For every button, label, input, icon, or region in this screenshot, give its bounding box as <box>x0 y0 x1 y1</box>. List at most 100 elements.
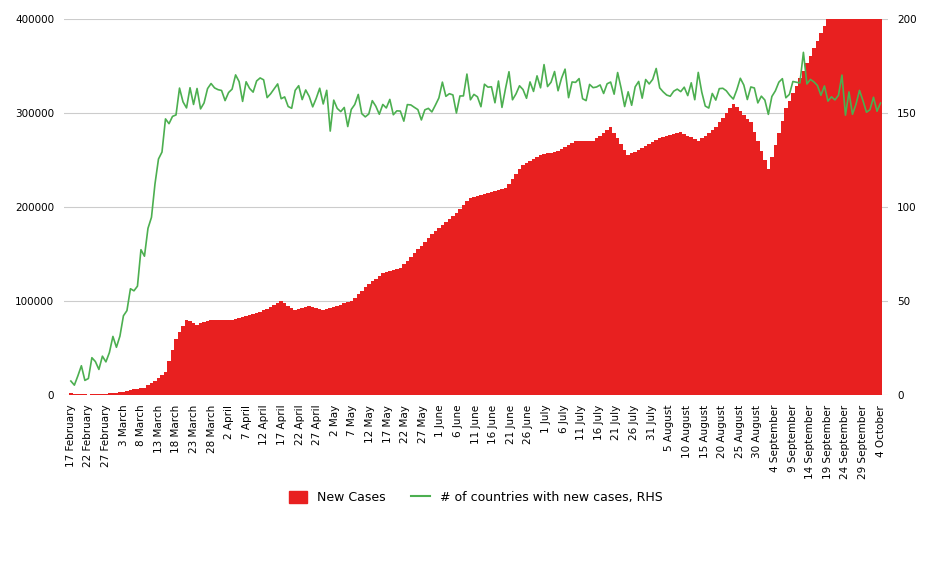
Bar <box>809 56 812 395</box>
Bar <box>584 141 588 395</box>
Bar <box>357 294 360 395</box>
Bar <box>300 308 304 395</box>
Bar <box>728 108 732 395</box>
Bar <box>101 394 104 395</box>
Bar <box>781 121 784 395</box>
Bar <box>795 86 798 395</box>
Bar <box>143 387 146 395</box>
Bar <box>254 313 258 395</box>
Bar <box>525 163 528 395</box>
Bar <box>97 394 101 395</box>
Bar <box>262 311 266 395</box>
Bar <box>178 332 181 395</box>
Bar <box>294 311 297 395</box>
Bar <box>816 41 819 395</box>
Bar <box>609 127 612 395</box>
Bar <box>283 304 286 395</box>
Bar <box>322 311 325 395</box>
Bar <box>626 156 630 395</box>
Bar <box>73 394 76 395</box>
Bar <box>752 132 756 395</box>
Bar <box>581 141 584 395</box>
Bar <box>503 188 507 395</box>
Bar <box>704 135 707 395</box>
Bar <box>374 278 377 395</box>
Bar <box>146 385 150 395</box>
Bar <box>79 394 83 395</box>
Bar <box>483 194 487 395</box>
Bar <box>798 78 802 395</box>
Bar <box>164 371 167 395</box>
Bar <box>433 231 437 395</box>
Bar <box>654 140 658 395</box>
Bar <box>238 318 240 395</box>
Bar <box>648 144 651 395</box>
Bar <box>682 134 686 395</box>
Bar <box>367 284 371 395</box>
Bar <box>423 242 427 395</box>
Bar <box>220 320 224 395</box>
Bar <box>167 360 171 395</box>
Bar <box>93 394 97 395</box>
Bar <box>535 157 539 395</box>
Bar <box>122 391 125 395</box>
Bar <box>325 309 328 395</box>
Bar <box>861 0 865 395</box>
Bar <box>724 113 728 395</box>
Bar <box>521 165 525 395</box>
Bar <box>280 301 283 395</box>
Bar <box>469 197 473 395</box>
Bar <box>437 228 441 395</box>
Bar <box>721 118 724 395</box>
Bar <box>381 273 385 395</box>
Bar <box>871 0 875 395</box>
Bar <box>742 115 746 395</box>
Bar <box>266 309 269 395</box>
Bar <box>546 153 549 395</box>
Bar <box>226 320 230 395</box>
Bar <box>528 161 532 395</box>
Bar <box>833 3 837 395</box>
Bar <box>774 145 777 395</box>
Bar <box>560 149 563 395</box>
Bar <box>377 276 381 395</box>
Bar <box>620 144 623 395</box>
Bar <box>185 320 188 395</box>
Bar <box>297 309 300 395</box>
Bar <box>542 154 546 395</box>
Bar <box>640 148 644 395</box>
Bar <box>196 324 199 395</box>
Bar <box>644 146 648 395</box>
Bar <box>567 145 570 395</box>
Bar <box>497 190 500 395</box>
Bar <box>244 316 248 395</box>
Bar <box>455 213 459 395</box>
Bar <box>461 205 465 395</box>
Bar <box>416 249 419 395</box>
Bar <box>606 130 609 395</box>
Bar <box>311 307 314 395</box>
Bar <box>843 0 847 395</box>
Bar <box>595 138 598 395</box>
Bar <box>630 153 634 395</box>
Bar <box>104 394 108 395</box>
Bar <box>451 216 455 395</box>
Bar <box>707 133 710 395</box>
Bar <box>342 304 346 395</box>
Bar <box>532 159 535 395</box>
Bar <box>770 157 774 395</box>
Bar <box>76 394 79 395</box>
Bar <box>188 321 192 395</box>
Bar <box>791 94 795 395</box>
Bar <box>230 320 234 395</box>
Bar <box>591 141 595 395</box>
Bar <box>139 388 143 395</box>
Bar <box>841 0 843 395</box>
Bar <box>402 265 405 395</box>
Bar <box>549 153 553 395</box>
Bar <box>637 150 640 395</box>
Bar <box>129 390 132 395</box>
Bar <box>735 107 738 395</box>
Bar <box>475 196 479 395</box>
Bar <box>760 150 763 395</box>
